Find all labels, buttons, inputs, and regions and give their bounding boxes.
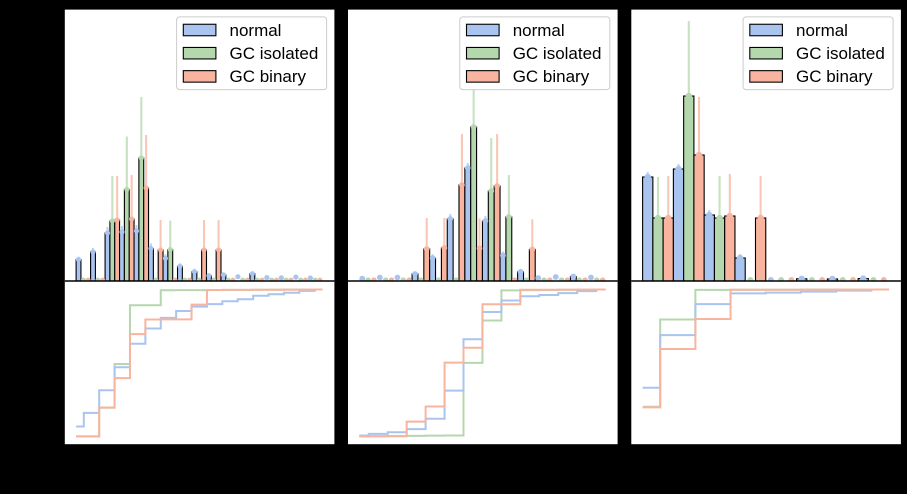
svg-text:GC isolated: GC isolated — [230, 44, 319, 63]
svg-text:GC binary: GC binary — [513, 67, 590, 86]
svg-text:GC isolated: GC isolated — [513, 44, 602, 63]
svg-text:GC binary: GC binary — [796, 67, 873, 86]
svg-text:GC isolated: GC isolated — [796, 44, 885, 63]
svg-text:GC binary: GC binary — [230, 67, 307, 86]
svg-text:normal: normal — [230, 21, 282, 40]
svg-text:normal: normal — [796, 21, 848, 40]
svg-text:normal: normal — [513, 21, 565, 40]
